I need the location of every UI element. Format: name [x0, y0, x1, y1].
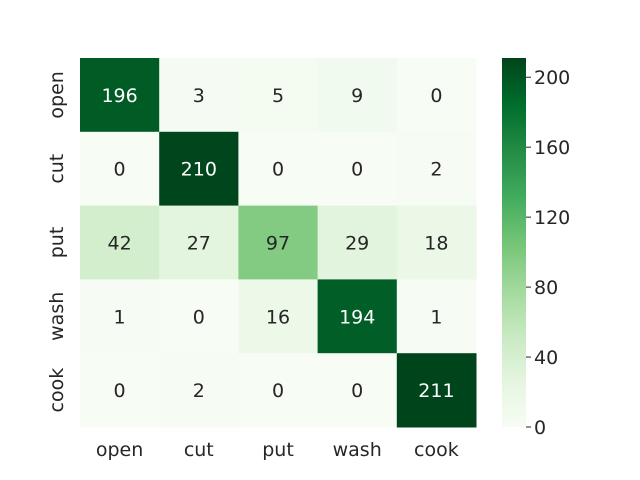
cell-value-label: 27: [187, 233, 211, 255]
heatmap-cell: [396, 279, 477, 354]
cell-value-label: 1: [114, 306, 126, 328]
heatmap-cell: [238, 131, 319, 207]
cell-value-label: 0: [193, 306, 205, 328]
heatmap-cell: [159, 279, 239, 354]
cell-value-label: 0: [272, 159, 284, 181]
cell-value-label: 0: [430, 85, 442, 107]
heatmap-cell: [396, 58, 477, 133]
cell-value-label: 29: [345, 233, 369, 255]
heatmap-cell-labels: 196 3 5 9 0 0 210 0 0 2 42 27 97 29 18 1 0 16 194 1 0 2 0 0 211: [101, 85, 454, 402]
cell-value-label: 16: [266, 306, 290, 328]
heatmap-cell: [317, 131, 398, 207]
y-tick-label: put: [46, 227, 68, 259]
heatmap-cell: [80, 279, 160, 354]
heatmap-cell: [396, 205, 477, 280]
colorbar-tick-label: 0: [534, 417, 546, 439]
cell-value-label: 0: [351, 159, 363, 181]
cell-value-label: 0: [114, 380, 126, 402]
heatmap-cell: [80, 205, 160, 280]
colorbar-tick-label: 120: [534, 207, 570, 229]
y-tick-label: wash: [46, 292, 68, 341]
x-axis-tick-labels: open cut put wash cook: [96, 439, 459, 461]
heatmap-cell: [396, 131, 477, 207]
x-tick-label: wash: [333, 439, 382, 461]
heatmap-cell: [80, 58, 160, 133]
heatmap-cell: [238, 205, 319, 280]
x-tick-label: cut: [184, 439, 214, 461]
colorbar: [502, 58, 526, 427]
heatmap-cell: [396, 353, 477, 428]
heatmap-cells: [80, 58, 477, 428]
cell-value-label: 9: [351, 85, 363, 107]
cell-value-label: 194: [339, 306, 375, 328]
cell-value-label: 0: [114, 159, 126, 181]
cell-value-label: 1: [430, 306, 442, 328]
heatmap-cell: [317, 205, 398, 280]
heatmap-cell: [80, 131, 160, 207]
colorbar-tick-label: 80: [534, 277, 558, 299]
heatmap-cell: [159, 58, 239, 133]
cell-value-label: 210: [181, 159, 217, 181]
heatmap-cell: [159, 353, 239, 428]
cell-value-label: 42: [108, 233, 132, 255]
heatmap-cell: [238, 58, 319, 133]
heatmap-cell: [159, 131, 239, 207]
y-tick-label: cut: [46, 154, 68, 184]
cell-value-label: 3: [193, 85, 205, 107]
cell-value-label: 211: [418, 380, 454, 402]
cell-value-label: 2: [193, 380, 205, 402]
x-tick-label: put: [262, 439, 294, 461]
y-tick-label: cook: [46, 368, 68, 413]
cell-value-label: 97: [266, 233, 290, 255]
heatmap-cell: [159, 205, 239, 280]
heatmap-cell: [317, 353, 398, 428]
heatmap-cell: [80, 353, 160, 428]
colorbar-tick-labels: 0 40 80 120 160 200: [526, 67, 570, 439]
cell-value-label: 0: [272, 380, 284, 402]
colorbar-tick-label: 160: [534, 137, 570, 159]
heatmap-cell: [238, 353, 319, 428]
x-tick-label: cook: [414, 439, 459, 461]
x-tick-label: open: [96, 439, 143, 461]
y-tick-label: open: [46, 71, 68, 118]
heatmap-cell: [317, 58, 398, 133]
heatmap-cell: [238, 279, 319, 354]
colorbar-tick-label: 200: [534, 67, 570, 89]
cell-value-label: 2: [430, 159, 442, 181]
cell-value-label: 5: [272, 85, 284, 107]
cell-value-label: 196: [101, 85, 137, 107]
heatmap-cell: [317, 279, 398, 354]
colorbar-tick-label: 40: [534, 347, 558, 369]
cell-value-label: 18: [424, 233, 448, 255]
y-axis-tick-labels: open cut put wash cook: [46, 71, 68, 412]
cell-value-label: 0: [351, 380, 363, 402]
